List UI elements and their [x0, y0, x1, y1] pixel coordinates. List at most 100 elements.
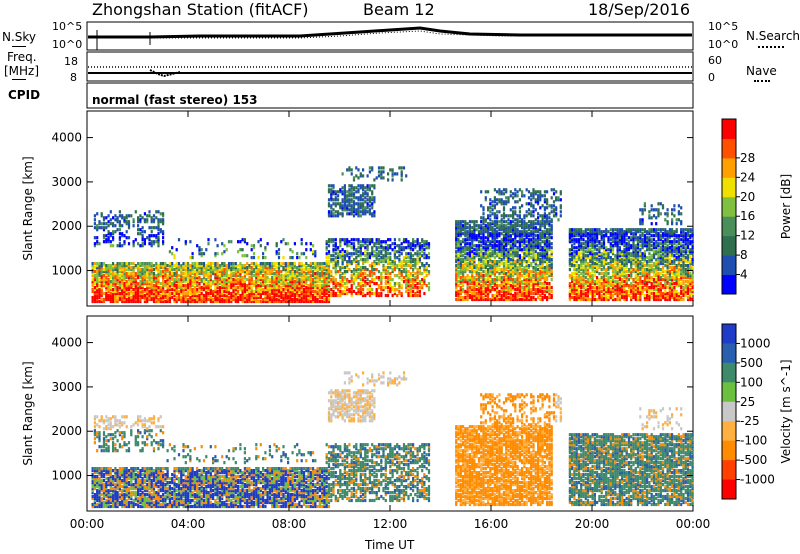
heatmap-cell — [507, 234, 510, 238]
heatmap-cell — [139, 286, 142, 290]
heatmap-cell — [487, 224, 490, 228]
heatmap-cell — [507, 282, 510, 286]
heatmap-cell — [539, 232, 542, 236]
heatmap-cell — [287, 295, 290, 300]
heatmap-cell — [216, 272, 219, 276]
heatmap-cell — [571, 295, 574, 300]
heatmap-cell — [232, 291, 235, 296]
heatmap-cell — [189, 276, 192, 280]
heatmap-cell — [287, 274, 290, 278]
heatmap-cell — [105, 264, 108, 268]
heatmap-cell — [459, 230, 462, 234]
heatmap-cell — [539, 234, 542, 238]
heatmap-cell — [91, 280, 94, 284]
heatmap-cell — [502, 252, 506, 256]
heatmap-cell — [382, 266, 385, 270]
heatmap-cell — [384, 252, 387, 256]
heatmap-cell — [502, 216, 506, 220]
heatmap-cell — [105, 234, 108, 238]
heatmap-cell — [496, 291, 499, 296]
heatmap-cell — [364, 284, 367, 288]
heatmap-cell — [475, 264, 478, 268]
heatmap-cell — [243, 297, 246, 302]
heatmap-cell — [493, 234, 496, 238]
heatmap-cell — [457, 220, 460, 224]
heatmap-cell — [530, 212, 533, 216]
heatmap-cell — [509, 272, 512, 276]
heatmap-cell — [487, 226, 490, 230]
heatmap-cell — [400, 270, 403, 274]
heatmap-cell — [527, 202, 531, 206]
heatmap-cell — [466, 234, 469, 238]
heatmap-cell — [227, 266, 231, 270]
cpid-text: normal (fast stereo) 153 — [92, 93, 258, 107]
heatmap-cell — [537, 274, 540, 278]
heatmap-cell — [507, 278, 510, 282]
heatmap-cell — [171, 291, 174, 296]
heatmap-cell — [362, 276, 365, 280]
heatmap-cell — [357, 291, 360, 296]
heatmap-cell — [480, 254, 483, 258]
heatmap-cell — [318, 264, 321, 268]
heatmap-cell — [502, 276, 506, 280]
heatmap-cell — [171, 262, 174, 266]
heatmap-cell — [159, 282, 162, 286]
heatmap-cell — [507, 274, 510, 278]
heatmap-cell — [282, 299, 285, 304]
heatmap-cell — [225, 288, 228, 292]
heatmap-cell — [191, 252, 194, 256]
heatmap-cell — [214, 264, 217, 268]
heatmap-cell — [182, 266, 185, 270]
heatmap-cell — [516, 246, 519, 250]
heatmap-cell — [337, 288, 340, 292]
heatmap-cell — [193, 266, 196, 270]
heatmap-cell — [523, 256, 526, 260]
heatmap-cell — [155, 240, 158, 244]
heatmap-cell — [475, 250, 478, 254]
heatmap-cell — [466, 295, 469, 300]
heatmap-cell — [243, 278, 246, 282]
heatmap-cell — [264, 266, 267, 270]
heatmap-cell — [457, 291, 460, 296]
heatmap-cell — [130, 272, 133, 276]
heatmap-cell — [137, 264, 140, 268]
heatmap-cell — [152, 276, 156, 280]
heatmap-cell — [275, 274, 278, 278]
heatmap-cell — [568, 293, 571, 298]
heatmap-cell — [571, 252, 574, 256]
heatmap-cell — [498, 210, 501, 214]
heatmap-cell — [127, 295, 131, 300]
heatmap-cell — [293, 270, 296, 274]
heatmap-cell — [380, 288, 383, 292]
heatmap-cell — [273, 282, 276, 286]
heatmap-cell — [318, 299, 321, 304]
heatmap-cell — [466, 280, 469, 284]
heatmap-cell — [373, 178, 376, 182]
heatmap-cell — [357, 198, 360, 202]
heatmap-cell — [298, 289, 301, 294]
heatmap-cell — [118, 282, 121, 286]
heatmap-cell — [232, 297, 235, 302]
heatmap-cell — [230, 291, 233, 296]
heatmap-cell — [539, 260, 542, 264]
heatmap-cell — [307, 297, 310, 302]
heatmap-cell — [457, 234, 460, 238]
heatmap-cell — [487, 284, 490, 288]
heatmap-cell — [534, 238, 537, 242]
heatmap-cell — [509, 284, 512, 288]
heatmap-cell — [477, 266, 481, 270]
heatmap-cell — [266, 284, 269, 288]
heatmap-cell — [543, 242, 546, 246]
heatmap-cell — [134, 264, 137, 268]
heatmap-cell — [330, 206, 333, 210]
heatmap-cell — [314, 252, 317, 256]
heatmap-cell — [391, 278, 394, 282]
heatmap-cell — [234, 276, 237, 280]
heatmap-cell — [125, 236, 128, 240]
heatmap-cell — [521, 238, 524, 242]
heatmap-cell — [118, 264, 121, 268]
heatmap-cell — [300, 264, 303, 268]
heatmap-cell — [398, 289, 401, 294]
heatmap-cell — [184, 262, 187, 266]
heatmap-cell — [462, 278, 465, 282]
